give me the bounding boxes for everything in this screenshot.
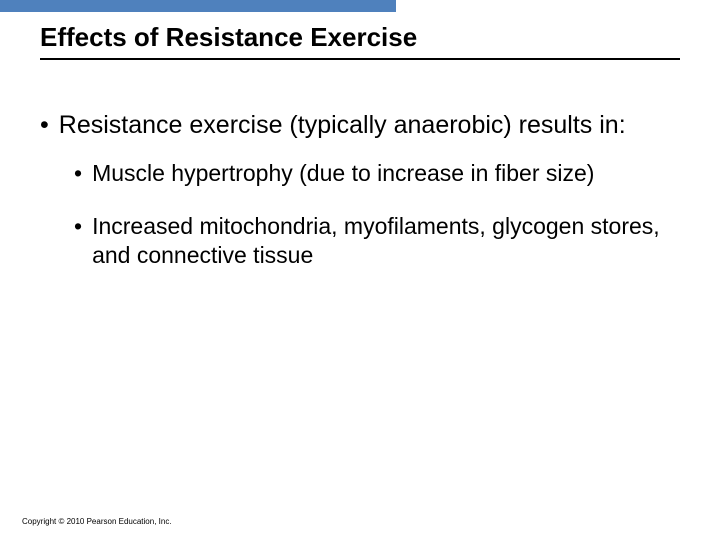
copyright-text: Copyright © 2010 Pearson Education, Inc.	[22, 517, 172, 526]
title-underline	[40, 58, 680, 60]
slide-container: Effects of Resistance Exercise • Resista…	[0, 0, 720, 540]
bullet-level1: • Resistance exercise (typically anaerob…	[40, 110, 680, 270]
bullet-glyph: •	[74, 159, 82, 188]
bullet-level2-item: • Increased mitochondria, myofilaments, …	[74, 212, 680, 270]
bullet-level2-text: Increased mitochondria, myofilaments, gl…	[92, 212, 680, 270]
content-area: • Resistance exercise (typically anaerob…	[40, 110, 680, 294]
bullet-level2-text: Muscle hypertrophy (due to increase in f…	[92, 159, 594, 188]
accent-top-bar	[0, 0, 396, 12]
bullet-glyph: •	[40, 110, 49, 141]
title-area: Effects of Resistance Exercise	[40, 22, 680, 53]
bullet-level2-list: • Muscle hypertrophy (due to increase in…	[74, 159, 680, 269]
bullet-glyph: •	[74, 212, 82, 241]
slide-title: Effects of Resistance Exercise	[40, 22, 680, 53]
bullet-level1-text: Resistance exercise (typically anaerobic…	[59, 110, 626, 141]
bullet-level2-item: • Muscle hypertrophy (due to increase in…	[74, 159, 680, 188]
